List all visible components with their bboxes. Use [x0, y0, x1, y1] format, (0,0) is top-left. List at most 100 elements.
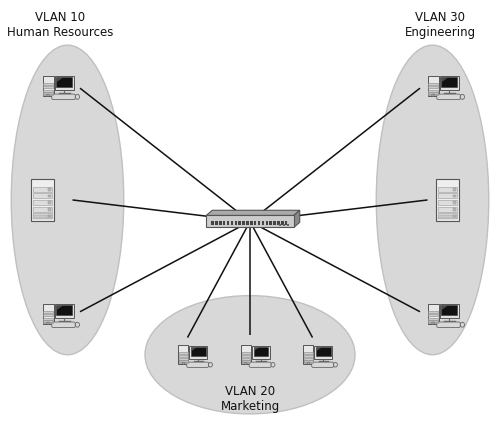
Circle shape	[244, 362, 247, 364]
Bar	[454, 208, 456, 211]
FancyBboxPatch shape	[52, 94, 76, 100]
Bar	[32, 194, 52, 198]
Polygon shape	[57, 77, 63, 82]
FancyBboxPatch shape	[437, 322, 460, 328]
Bar	[242, 360, 250, 362]
Bar	[428, 89, 438, 92]
Bar	[242, 221, 245, 225]
Bar	[428, 314, 438, 316]
Bar	[215, 221, 218, 225]
Bar	[32, 200, 52, 205]
Text: VLAN 30
Engineering: VLAN 30 Engineering	[404, 11, 475, 39]
Bar	[440, 76, 459, 90]
Bar	[238, 221, 241, 225]
Bar	[428, 311, 438, 313]
Bar	[438, 206, 458, 212]
Bar	[42, 304, 54, 324]
Circle shape	[307, 362, 310, 364]
Bar	[219, 221, 222, 225]
Bar	[32, 218, 52, 219]
Bar	[428, 83, 438, 85]
Bar	[428, 92, 438, 94]
Bar	[44, 89, 52, 92]
Polygon shape	[442, 77, 448, 82]
Polygon shape	[442, 305, 448, 310]
Ellipse shape	[271, 362, 275, 367]
Bar	[252, 346, 270, 359]
Bar	[32, 187, 52, 192]
Bar	[254, 347, 268, 356]
Bar	[285, 221, 288, 225]
Bar	[56, 77, 72, 87]
Bar	[428, 86, 438, 89]
Bar	[438, 194, 458, 198]
Bar	[230, 221, 233, 225]
Bar	[44, 321, 52, 323]
Bar	[48, 188, 50, 190]
Ellipse shape	[208, 362, 212, 367]
Bar	[250, 221, 252, 225]
Ellipse shape	[460, 94, 464, 99]
Bar	[442, 305, 458, 315]
Bar	[32, 213, 52, 218]
Bar	[42, 76, 54, 96]
Circle shape	[182, 362, 184, 364]
Bar	[316, 347, 331, 356]
Bar	[191, 347, 206, 356]
FancyBboxPatch shape	[312, 362, 334, 367]
Bar	[32, 215, 52, 216]
Polygon shape	[254, 347, 260, 351]
Bar	[454, 188, 456, 190]
Polygon shape	[206, 210, 300, 215]
Bar	[438, 215, 458, 216]
Bar	[304, 361, 312, 363]
Bar	[428, 317, 438, 320]
Ellipse shape	[376, 45, 489, 355]
Bar	[442, 77, 458, 87]
Bar	[179, 360, 188, 362]
Bar	[287, 224, 289, 226]
Bar	[211, 221, 214, 225]
Bar	[304, 358, 312, 360]
Circle shape	[47, 94, 50, 96]
Bar	[279, 224, 281, 226]
Polygon shape	[316, 347, 322, 351]
Bar	[440, 304, 459, 318]
Bar	[428, 304, 438, 324]
Bar	[179, 361, 188, 363]
Bar	[44, 317, 52, 320]
Bar	[48, 201, 50, 204]
Bar	[48, 208, 50, 211]
Bar	[438, 200, 458, 205]
Bar	[48, 215, 50, 217]
Bar	[438, 187, 458, 192]
Bar	[44, 86, 52, 89]
Bar	[304, 360, 312, 362]
Bar	[206, 215, 294, 227]
Bar	[438, 213, 458, 218]
Bar	[277, 221, 280, 225]
Bar	[428, 319, 438, 322]
Bar	[438, 217, 458, 218]
Bar	[454, 215, 456, 217]
Bar	[246, 221, 248, 225]
Bar	[227, 221, 229, 225]
Bar	[304, 352, 312, 354]
Polygon shape	[57, 305, 63, 310]
Bar	[283, 224, 285, 226]
Bar	[428, 76, 438, 96]
Bar	[262, 221, 264, 225]
FancyBboxPatch shape	[52, 322, 76, 328]
Bar	[242, 361, 250, 363]
Circle shape	[47, 322, 50, 324]
Bar	[32, 206, 52, 212]
FancyBboxPatch shape	[437, 94, 460, 100]
Bar	[258, 221, 260, 225]
Bar	[44, 314, 52, 316]
Bar	[54, 76, 74, 90]
Bar	[438, 218, 458, 219]
Circle shape	[432, 322, 434, 324]
Circle shape	[432, 94, 434, 96]
Ellipse shape	[334, 362, 338, 367]
Bar	[314, 346, 332, 359]
